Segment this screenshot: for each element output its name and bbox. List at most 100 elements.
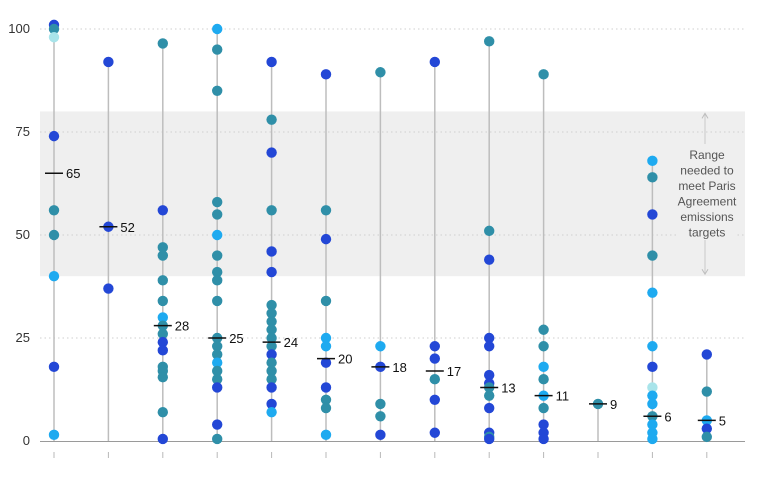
data-point [157,295,168,307]
data-point [320,295,332,307]
data-point [212,250,223,261]
data-point [375,67,386,78]
data-point [266,406,277,418]
data-point [266,147,277,158]
median-label: 13 [501,380,515,395]
data-point [484,225,495,237]
data-point [320,332,332,344]
data-point [157,250,168,261]
x-axis [40,441,745,458]
data-point [484,369,495,381]
annotation-bg [676,144,736,240]
median-label: 20 [338,352,352,367]
data-point [647,382,658,393]
data-point [320,382,332,393]
data-point [701,349,712,360]
data-point [266,316,277,327]
annotation-line: targets [689,226,726,240]
data-point [212,374,223,385]
y-tick-label: 100 [8,21,30,36]
data-point [157,38,168,49]
data-point [212,23,223,35]
data-point [538,419,549,430]
median-label: 52 [120,220,134,235]
data-point [701,386,712,397]
data-point [484,332,495,344]
data-point [484,341,495,352]
data-point [212,196,223,208]
data-point [647,341,658,352]
y-tick-label: 50 [16,227,30,242]
data-point [266,382,277,393]
data-point [538,341,549,352]
data-point [212,209,223,220]
data-point [212,275,223,286]
data-point [48,32,60,43]
data-point [48,229,60,241]
data-point [647,209,658,220]
data-point [538,402,549,414]
y-axis-ticks: 0 25 50 75 100 [8,21,30,448]
data-point [320,205,332,216]
y-tick-label: 0 [23,433,30,448]
data-point [212,382,223,393]
data-point [266,341,277,352]
data-point [103,283,114,294]
data-point [266,56,277,68]
data-point [48,205,60,216]
annotation-line: Range [689,148,725,162]
data-point [157,275,168,286]
data-point [320,357,332,368]
y-tick-label: 25 [16,330,30,345]
data-point [266,398,277,410]
data-point [212,419,223,430]
median-label: 18 [392,360,406,375]
median-label: 25 [229,331,243,346]
data-point [48,429,60,441]
data-point [484,254,495,265]
data-point [538,361,549,373]
data-point [484,390,495,401]
data-point [429,353,440,364]
data-point [320,69,332,80]
data-point [103,56,114,68]
data-point [266,357,277,368]
data-point [157,433,168,445]
data-point [375,411,386,422]
data-point [429,341,440,352]
data-point [48,361,60,373]
data-point [157,406,168,418]
data-point [484,433,495,445]
data-point [375,398,386,410]
median-label: 9 [610,397,617,412]
data-point [212,44,223,55]
median-label: 5 [719,413,726,428]
data-point [48,130,60,142]
data-point [647,398,658,410]
annotation-line: needed to [680,164,734,178]
arrow-down-icon [701,268,709,276]
data-point [266,324,277,335]
data-point [212,365,223,377]
data-point [212,295,223,307]
data-point [48,271,60,282]
data-point [266,365,277,377]
data-point [701,431,712,443]
data-point [647,250,658,261]
data-point [266,374,277,385]
data-point [48,23,60,35]
data-point [212,433,223,445]
annotation-line: meet Paris [678,179,735,193]
data-point [429,394,440,405]
data-point [538,324,549,335]
data-point [375,429,386,441]
median-label: 28 [175,319,189,334]
data-point [266,299,277,311]
data-point [538,433,549,445]
data-point [157,345,168,356]
data-point [320,429,332,441]
data-point [429,374,440,385]
data-point [157,371,168,383]
